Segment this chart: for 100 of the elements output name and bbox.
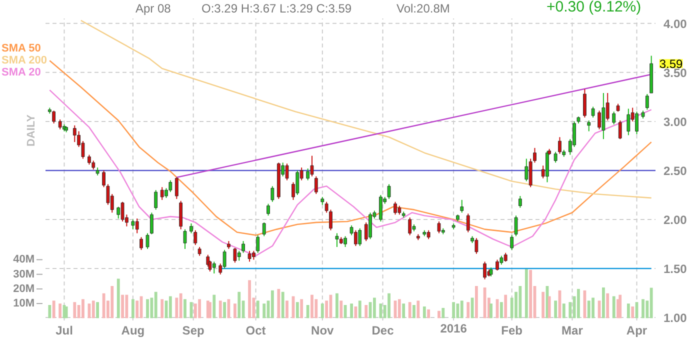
bar — [416, 300, 420, 318]
candlestick — [546, 150, 549, 183]
candlestick — [437, 220, 441, 234]
candlestick — [256, 234, 260, 254]
candlestick — [179, 200, 183, 230]
candlestick — [270, 186, 274, 202]
candlestick — [587, 120, 591, 132]
bar — [131, 299, 134, 318]
candlestick — [52, 110, 56, 124]
candlestick — [146, 232, 150, 250]
bar — [388, 293, 390, 318]
candlestick — [598, 110, 601, 130]
bar — [320, 304, 324, 318]
bar — [631, 306, 634, 318]
bar — [179, 293, 182, 318]
bar — [618, 294, 622, 318]
bar — [438, 310, 440, 318]
bar — [73, 302, 76, 318]
bar — [48, 305, 52, 318]
candlestick — [612, 111, 616, 125]
x-tick-label: Apr — [626, 324, 648, 338]
bar — [277, 288, 280, 318]
bar — [160, 299, 164, 318]
candlestick — [212, 261, 216, 274]
text: Apr 08 — [136, 2, 172, 16]
x-tick-label: Feb — [501, 324, 523, 338]
bar — [442, 308, 445, 318]
bar — [577, 288, 580, 318]
candlestick — [140, 236, 143, 250]
candlestick — [296, 170, 300, 196]
bar — [379, 304, 382, 318]
candlestick — [135, 218, 139, 234]
bar — [218, 300, 222, 318]
bar — [554, 300, 558, 318]
candlestick — [354, 230, 358, 246]
bar — [606, 293, 610, 318]
candlestick — [466, 213, 470, 233]
bar — [296, 302, 299, 318]
candlestick — [266, 203, 270, 216]
candlestick — [602, 92, 606, 140]
bar — [364, 305, 368, 318]
candlestick — [518, 195, 522, 208]
bar — [350, 304, 353, 318]
bar — [256, 300, 260, 318]
series-label: SMA 20 — [2, 66, 41, 78]
bar — [96, 302, 100, 318]
bar — [314, 299, 318, 318]
bar — [310, 294, 314, 318]
bar — [175, 298, 178, 318]
x-tick-label: Dec — [372, 324, 394, 338]
candlestick — [591, 106, 595, 118]
candlestick — [554, 151, 558, 164]
bar — [398, 299, 401, 318]
bar — [58, 304, 62, 318]
candlestick — [408, 217, 412, 236]
bar — [372, 298, 376, 318]
bar — [300, 299, 304, 318]
bar — [402, 304, 406, 318]
candlestick — [335, 232, 339, 248]
bar — [592, 298, 594, 318]
y-tick-label: 4.00 — [664, 16, 688, 31]
candlestick — [131, 219, 135, 230]
candlestick — [183, 228, 187, 250]
x-tick-label: Aug — [121, 324, 145, 338]
candlestick — [483, 261, 486, 280]
bar — [542, 292, 545, 318]
bar — [198, 299, 202, 318]
bar — [233, 304, 236, 318]
candlestick — [194, 230, 198, 246]
bar — [92, 300, 95, 318]
candlestick — [306, 168, 310, 181]
line-series — [49, 60, 652, 236]
bar — [125, 294, 128, 318]
bar — [336, 293, 338, 318]
bar — [270, 290, 274, 318]
bar — [504, 294, 508, 318]
bar — [102, 293, 106, 318]
bar — [358, 300, 362, 318]
line-series — [80, 20, 652, 199]
candlestick — [460, 199, 464, 214]
y-tick-label: 1.50 — [664, 262, 688, 276]
text: +0.30 (9.12%) — [546, 0, 642, 16]
candlestick — [645, 94, 649, 110]
bar — [121, 294, 124, 318]
bar — [602, 287, 605, 318]
y2-tick-label: 30M — [13, 268, 35, 280]
bar — [626, 304, 630, 318]
x-tick-label: Nov — [311, 324, 334, 338]
candlestick — [116, 206, 120, 220]
candlestick — [496, 259, 499, 271]
y-tick-label: 2.00 — [664, 213, 688, 228]
candlestick — [190, 222, 193, 234]
y2-tick-label: 20M — [13, 282, 35, 295]
bar — [212, 294, 216, 318]
bar — [154, 292, 158, 318]
bar — [146, 299, 149, 318]
candlestick — [368, 212, 372, 240]
bar — [52, 300, 56, 318]
candlestick — [387, 184, 391, 200]
bar — [248, 280, 251, 318]
